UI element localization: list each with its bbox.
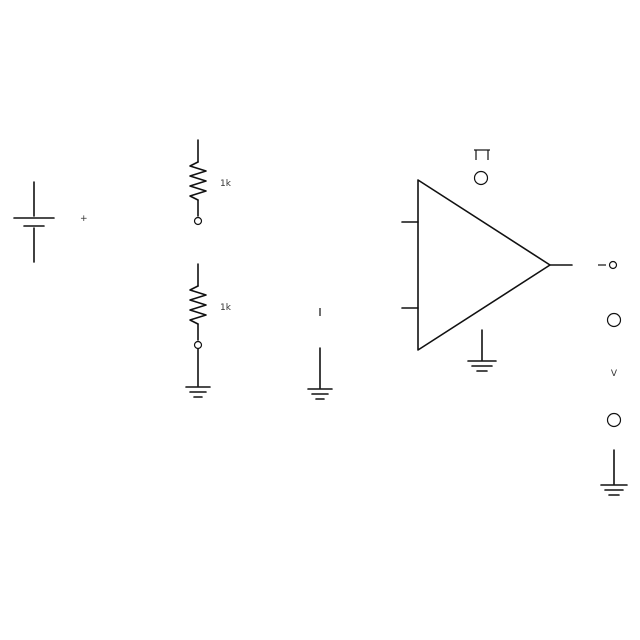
voltmeter-label: V	[611, 369, 618, 379]
ground-icon-4	[600, 484, 628, 496]
battery-symbol	[13, 181, 55, 263]
ground-icon-3	[467, 360, 497, 372]
r2-label: 1k	[220, 303, 232, 313]
r1-terminal	[193, 216, 203, 226]
r2-terminal	[193, 340, 203, 350]
opamp-symbol	[401, 179, 573, 361]
output-terminal	[598, 260, 618, 270]
r1-label: 1k	[220, 179, 232, 189]
resistor-r2	[189, 263, 207, 387]
battery-label: +	[80, 214, 88, 224]
voltmeter-probe: V	[606, 312, 622, 485]
supply-terminal	[473, 149, 490, 186]
ground-icon-1	[185, 386, 211, 398]
resistor-r1	[189, 139, 207, 226]
ground-icon-2	[307, 308, 333, 400]
